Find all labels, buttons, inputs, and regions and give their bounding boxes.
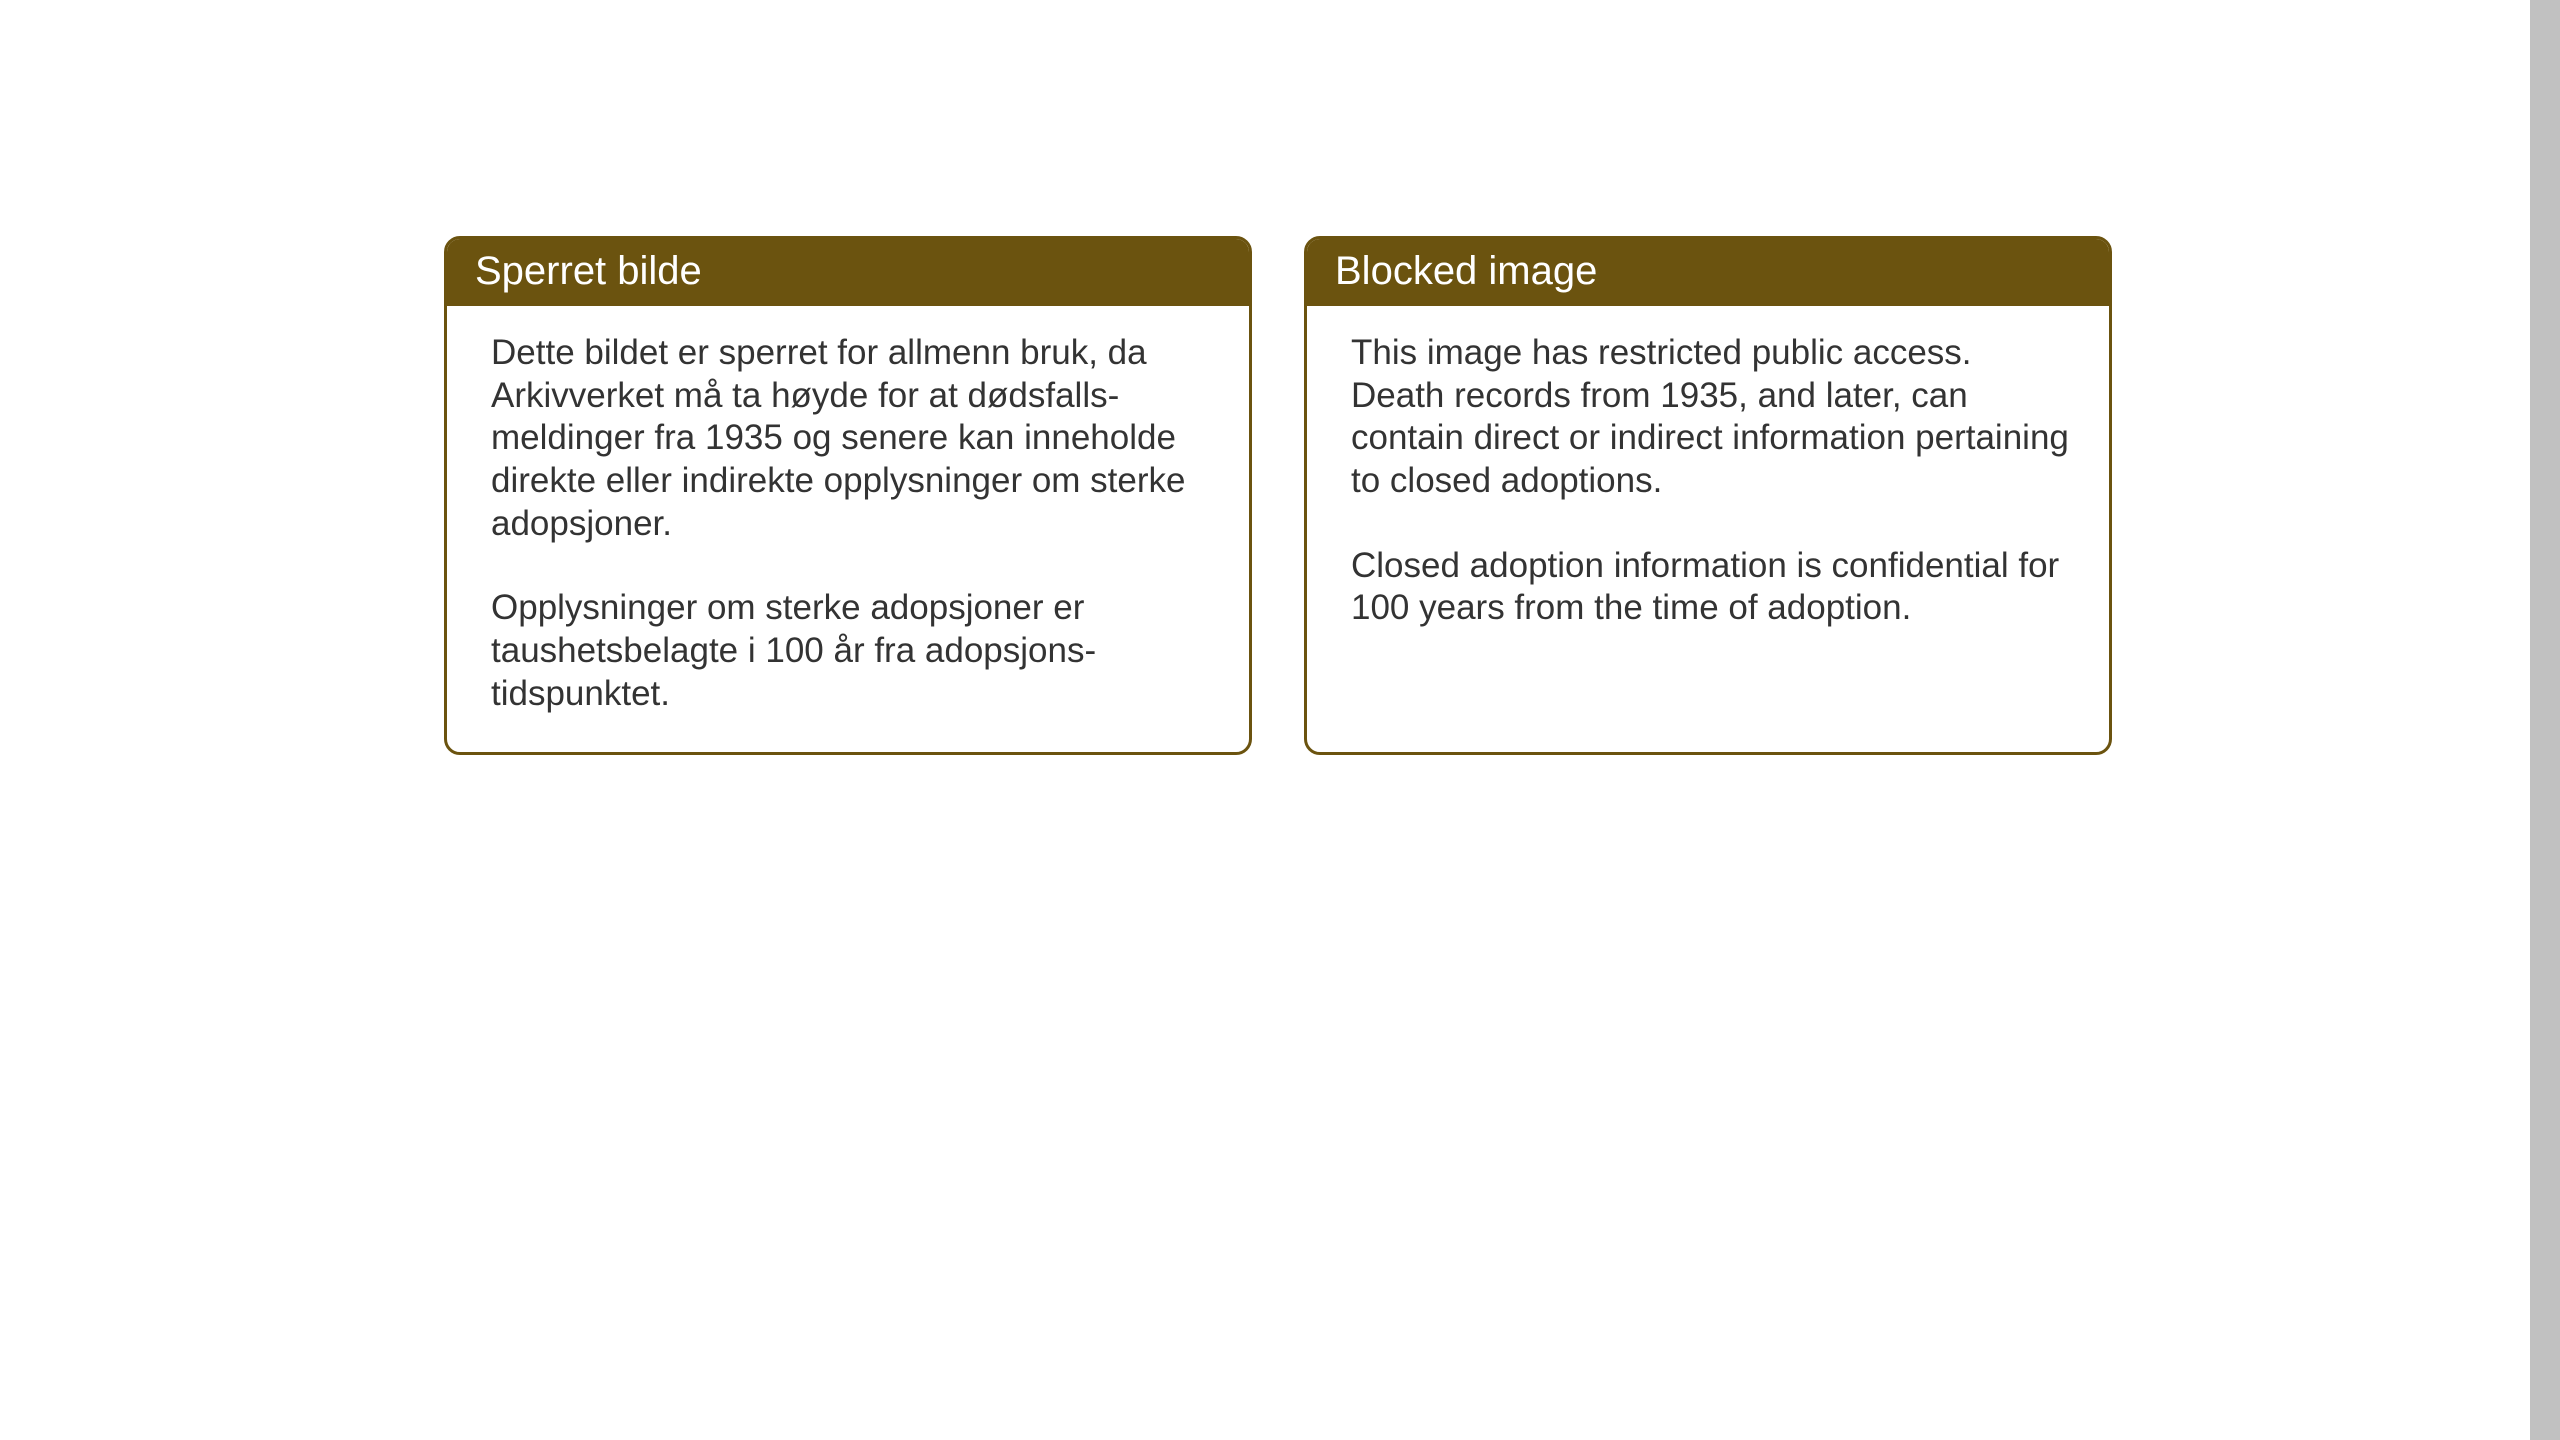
scrollbar-thumb[interactable] [2530,0,2560,1440]
notice-header-norwegian: Sperret bilde [447,239,1249,306]
notice-paragraph: Closed adoption information is confident… [1351,545,2073,630]
notice-header-english: Blocked image [1307,239,2109,306]
notice-body-norwegian: Dette bildet er sperret for allmenn bruk… [447,306,1249,752]
notice-paragraph: This image has restricted public access.… [1351,332,2073,503]
notice-paragraph: Opplysninger om sterke adopsjoner er tau… [491,587,1213,715]
notice-body-english: This image has restricted public access.… [1307,306,2109,666]
notice-container: Sperret bilde Dette bildet er sperret fo… [444,236,2112,755]
notice-box-norwegian: Sperret bilde Dette bildet er sperret fo… [444,236,1252,755]
notice-paragraph: Dette bildet er sperret for allmenn bruk… [491,332,1213,545]
notice-box-english: Blocked image This image has restricted … [1304,236,2112,755]
scrollbar-track[interactable] [2530,0,2560,1440]
